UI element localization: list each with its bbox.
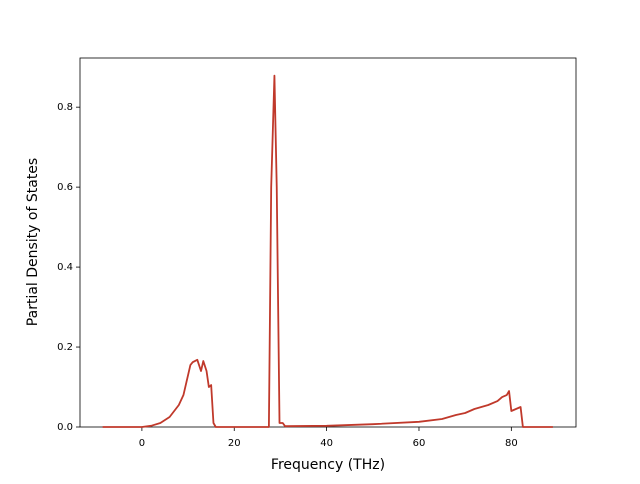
x-tick-label: 80 — [505, 438, 518, 449]
y-axis-label: Partial Density of States — [25, 158, 41, 326]
x-tick-label: 60 — [413, 438, 426, 449]
x-tick-label: 40 — [320, 438, 333, 449]
y-tick-label: 0.0 — [57, 422, 73, 433]
y-tick-label: 0.6 — [57, 182, 73, 193]
y-tick-label: 0.2 — [57, 342, 73, 353]
x-tick-label: 0 — [139, 438, 145, 449]
y-tick-label: 0.4 — [57, 262, 73, 273]
data-line — [102, 74, 553, 428]
plot-frame — [79, 57, 577, 428]
x-tick-label: 20 — [228, 438, 241, 449]
x-axis-label: Frequency (THz) — [271, 457, 385, 473]
y-tick-label: 0.8 — [57, 102, 73, 113]
